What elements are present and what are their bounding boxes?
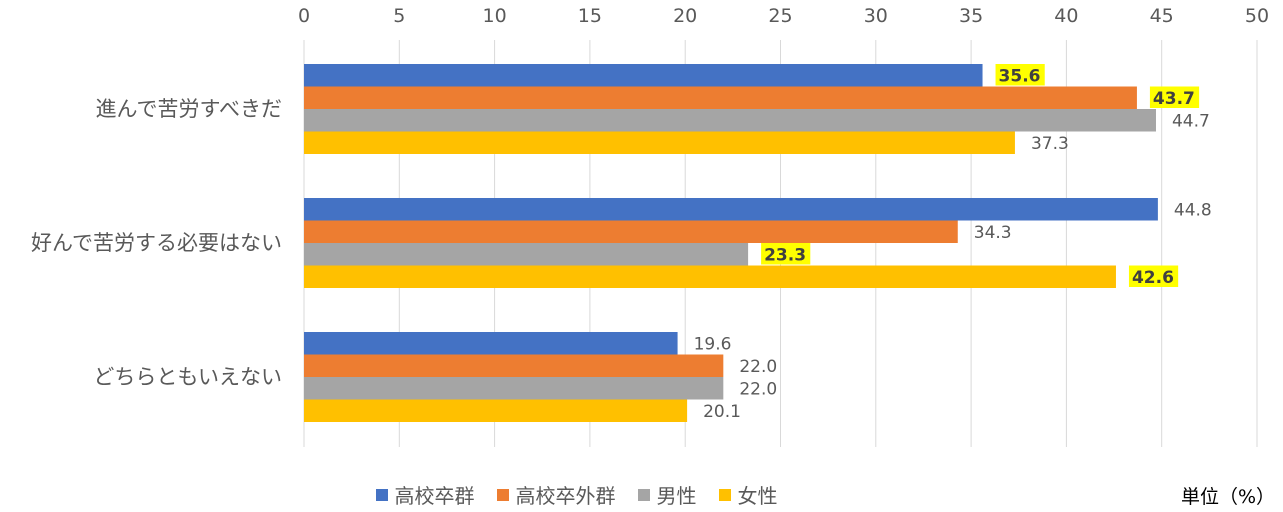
bar — [304, 86, 1137, 109]
legend-swatch — [718, 488, 731, 501]
x-tick-label: 5 — [393, 5, 405, 27]
data-label: 43.7 — [1153, 89, 1195, 109]
data-label: 34.3 — [974, 223, 1012, 243]
bar — [304, 198, 1158, 221]
x-tick-label: 0 — [298, 5, 310, 27]
bar — [304, 332, 678, 355]
legend-item: 高校卒外群 — [496, 480, 616, 509]
bar — [304, 243, 749, 266]
x-tick-label: 25 — [768, 5, 792, 27]
x-tick-label: 30 — [864, 5, 888, 27]
legend-label: 男性 — [656, 484, 697, 508]
bar — [304, 354, 724, 377]
legend-item: 女性 — [718, 480, 778, 509]
legend-swatch — [375, 488, 388, 501]
data-label: 22.0 — [739, 357, 777, 377]
data-label-highlight — [995, 64, 1045, 86]
x-tick-label: 35 — [959, 5, 983, 27]
bar — [304, 399, 688, 422]
x-tick-label: 45 — [1150, 5, 1174, 27]
legend: 高校卒群 高校卒外群 男性 女性 — [0, 480, 1283, 509]
legend-swatch — [637, 488, 650, 501]
data-label: 22.0 — [739, 379, 777, 399]
legend-label: 女性 — [737, 484, 778, 508]
data-label: 44.7 — [1172, 111, 1210, 131]
data-label: 44.8 — [1174, 200, 1212, 220]
data-label-highlight — [1128, 265, 1179, 287]
data-label: 23.3 — [764, 245, 806, 265]
data-label: 35.6 — [999, 66, 1041, 86]
data-label: 37.3 — [1031, 134, 1069, 154]
unit-label: 単位（%） — [1180, 486, 1275, 508]
legend-label: 高校卒外群 — [515, 484, 616, 508]
legend-item: 高校卒群 — [375, 480, 475, 509]
category-label: どちらともいえない — [93, 365, 282, 389]
x-tick-label: 50 — [1245, 5, 1269, 27]
x-tick-label: 40 — [1054, 5, 1078, 27]
x-tick-label: 10 — [483, 5, 507, 27]
bar — [304, 377, 724, 400]
data-label: 19.6 — [694, 334, 732, 354]
data-label: 20.1 — [703, 402, 741, 422]
data-label: 42.6 — [1132, 268, 1174, 288]
bar — [304, 109, 1156, 132]
bar — [304, 64, 983, 87]
category-label: 進んで苦労すべきだ — [96, 97, 282, 121]
bar — [304, 265, 1116, 288]
x-tick-label: 15 — [578, 5, 602, 27]
x-tick-label: 20 — [673, 5, 697, 27]
bar — [304, 131, 1015, 154]
data-label-highlight — [761, 243, 811, 265]
legend-item: 男性 — [637, 480, 697, 509]
bar — [304, 220, 958, 243]
category-label: 好んで苦労する必要はない — [31, 231, 282, 255]
legend-swatch — [496, 488, 509, 501]
legend-label: 高校卒群 — [394, 484, 475, 508]
data-label-highlight — [1149, 86, 1200, 108]
